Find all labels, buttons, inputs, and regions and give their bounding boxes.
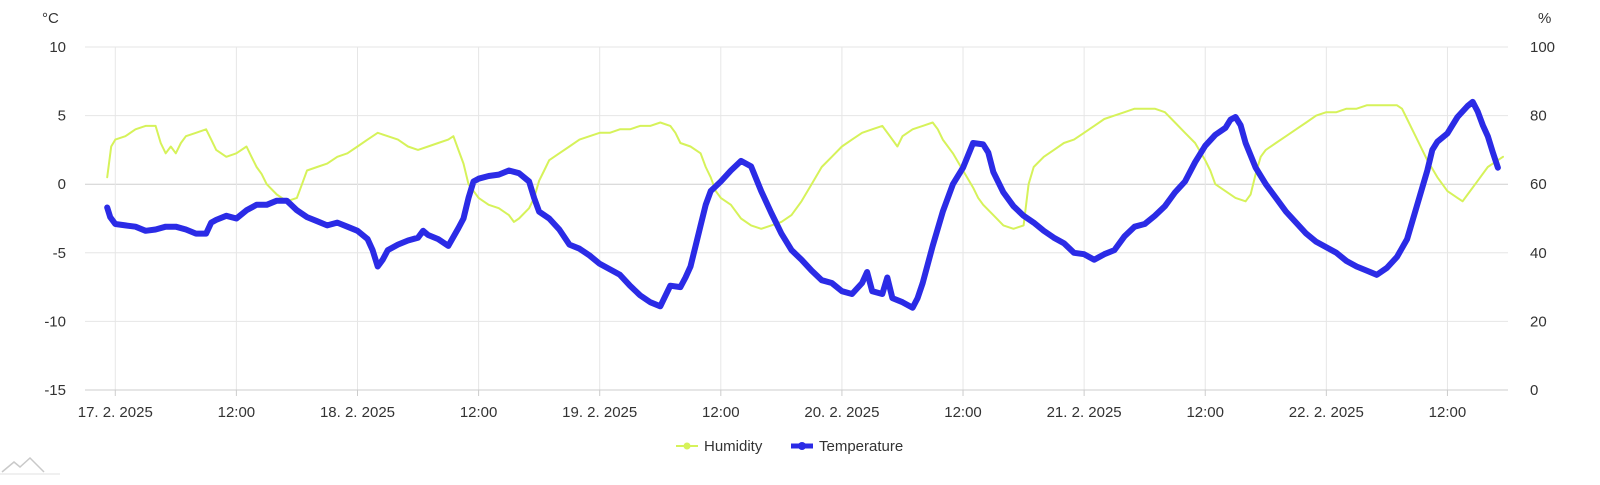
legend-temperature-swatch-marker: [798, 442, 806, 450]
legend-humidity-label: Humidity: [704, 438, 763, 455]
y-left-tick-label: -10: [44, 313, 66, 330]
legend-humidity-swatch-marker: [683, 442, 691, 450]
y-left-tick-label: 5: [58, 108, 66, 125]
y-right-unit-label: %: [1538, 10, 1551, 27]
y-right-tick-label: 100: [1530, 39, 1555, 56]
y-left-tick-label: -15: [44, 382, 66, 399]
y-right-tick-label: 60: [1530, 176, 1547, 193]
x-tick-label: 12:00: [1429, 404, 1467, 421]
x-tick-label: 12:00: [944, 404, 982, 421]
mountain-logo-icon: [0, 456, 60, 475]
legend-temperature-label: Temperature: [819, 438, 903, 455]
legend: Humidity Temperature: [676, 438, 903, 455]
x-tick-label: 22. 2. 2025: [1289, 404, 1364, 421]
y-left-tick-label: -5: [53, 245, 66, 262]
x-tick-label: 12:00: [702, 404, 740, 421]
humidity-series-line[interactable]: [106, 104, 1504, 230]
x-tick-label: 12:00: [460, 404, 498, 421]
x-tick-label: 12:00: [218, 404, 256, 421]
temperature-series-line[interactable]: [104, 98, 1501, 311]
y-right-tick-label: 0: [1530, 382, 1538, 399]
y-left-unit-label: °C: [42, 10, 59, 27]
x-tick-label: 12:00: [1186, 404, 1224, 421]
y-left-tick-label: 10: [49, 39, 66, 56]
axis-layer: 10 5 0 -5 -10 -15 100 80 60 40 20 0 17. 2. 2025 12:00…: [44, 39, 1555, 421]
legend-item-humidity[interactable]: Humidity: [676, 438, 763, 455]
x-tick-label: 17. 2. 2025: [78, 404, 153, 421]
y-right-tick-label: 80: [1530, 108, 1547, 125]
x-tick-label: 20. 2. 2025: [804, 404, 879, 421]
y-right-tick-label: 40: [1530, 245, 1547, 262]
x-tick-label: 18. 2. 2025: [320, 404, 395, 421]
y-left-tick-label: 0: [58, 176, 66, 193]
x-tick-label: 21. 2. 2025: [1047, 404, 1122, 421]
series-layer: [104, 98, 1504, 311]
x-tick-label: 19. 2. 2025: [562, 404, 637, 421]
y-right-tick-label: 20: [1530, 313, 1547, 330]
legend-item-temperature[interactable]: Temperature: [791, 438, 903, 455]
